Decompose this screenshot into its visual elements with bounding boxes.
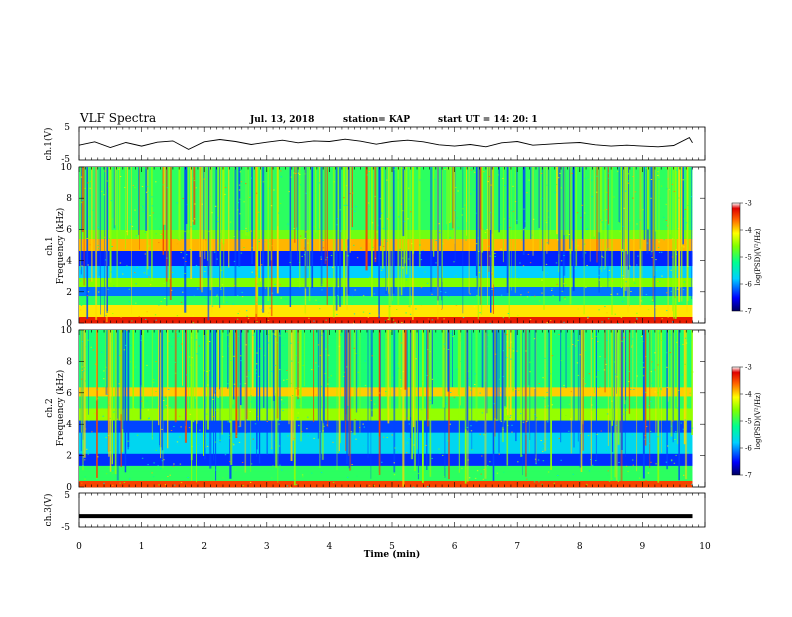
ch1-colorbar-label: log(PSD)(V²/Hz)	[754, 228, 762, 285]
time-xtick-label: 2	[201, 542, 207, 552]
frequency-ytick-label: 0	[66, 319, 72, 329]
ch2-colorbar-ticks: -3 -4 -5 -6 -7	[740, 364, 752, 480]
colorbar-tick-label: -4	[745, 227, 752, 235]
colorbar-tick-label: -5	[745, 254, 752, 262]
start-time-label: start UT = 14: 20: 1	[438, 115, 538, 125]
colorbar-tick-label: -4	[745, 391, 752, 399]
colorbar-tick-label: -5	[745, 418, 752, 426]
ch2-colorbar	[731, 366, 741, 476]
time-xlabel: Time (min)	[364, 549, 421, 560]
colorbar-tick-label: -6	[745, 445, 752, 453]
ch1-colorbar-ticks: -3 -4 -5 -6 -7	[740, 200, 752, 316]
frequency-ytick-label: 4	[66, 420, 72, 430]
time-xtick-label: 4	[327, 542, 333, 552]
ch1-spectrogram	[79, 167, 693, 324]
ch3-ytick-top: 5	[64, 491, 70, 501]
colorbar-tick-label: -3	[745, 364, 752, 372]
time-xticks: 0 1 2 3 4 5 6 7 8 9 10	[76, 542, 711, 552]
ch1-ytick-bottom: -5	[61, 155, 70, 165]
frequency-ytick-label: 2	[66, 452, 72, 462]
frequency-ytick-label: 6	[66, 225, 72, 235]
time-xtick-label: 1	[139, 542, 145, 552]
frequency-ytick-label: 8	[66, 357, 72, 367]
date-label: Jul. 13, 2018	[249, 115, 314, 125]
time-xtick-label: 0	[76, 542, 82, 552]
colorbar-tick-label: -7	[745, 472, 752, 480]
ch1-ytick-top: 5	[64, 123, 70, 133]
ch2-spectrogram	[79, 330, 694, 488]
time-xtick-label: 6	[452, 542, 458, 552]
time-xtick-label: 5	[389, 542, 395, 552]
time-xtick-label: 7	[514, 542, 520, 552]
frequency-ytick-label: 10	[61, 326, 73, 336]
ch3-voltage-frame	[78, 492, 706, 528]
frequency-ytick-label: 4	[66, 257, 72, 267]
time-xtick-label: 9	[640, 542, 646, 552]
ch3-ylabel: ch.3(V)	[43, 494, 54, 527]
ch2-spectrogram-ylabel: Frequency (kHz)	[55, 370, 66, 447]
frequency-ytick-label: 0	[66, 483, 72, 493]
ch3-ytick-bottom: -5	[61, 523, 70, 533]
frequency-ytick-label: 8	[66, 194, 72, 204]
ch1-colorbar	[731, 202, 741, 312]
figure-title: VLF Spectra	[79, 111, 156, 125]
frequency-ytick-label: 2	[66, 288, 72, 298]
ch1-spectrogram-title: ch.1	[45, 236, 55, 255]
station-label: station= KAP	[343, 115, 410, 125]
ch1-spectrogram-yticks: 0 2 4 6 8 10	[61, 163, 705, 329]
frequency-ytick-label: 6	[66, 389, 72, 399]
ch1-ylabel: ch.1(V)	[43, 128, 54, 161]
ch2-colorbar-label: log(PSD)(V²/Hz)	[754, 392, 762, 449]
colorbar-tick-label: -3	[745, 200, 752, 208]
time-xtick-label: 10	[699, 542, 711, 552]
frequency-ytick-label: 10	[61, 163, 73, 173]
time-xtick-label: 8	[577, 542, 583, 552]
ch2-spectrogram-title: ch.2	[45, 398, 55, 417]
time-xtick-label: 3	[264, 542, 270, 552]
axis-ticks	[78, 127, 706, 527]
colorbar-tick-label: -6	[745, 281, 752, 289]
ch1-spectrogram-ylabel: Frequency (kHz)	[55, 208, 66, 285]
ch1-voltage-line	[78, 137, 693, 150]
colorbar-tick-label: -7	[745, 308, 752, 316]
ch2-spectrogram-yticks: 0 2 4 6 8 10	[61, 326, 705, 493]
